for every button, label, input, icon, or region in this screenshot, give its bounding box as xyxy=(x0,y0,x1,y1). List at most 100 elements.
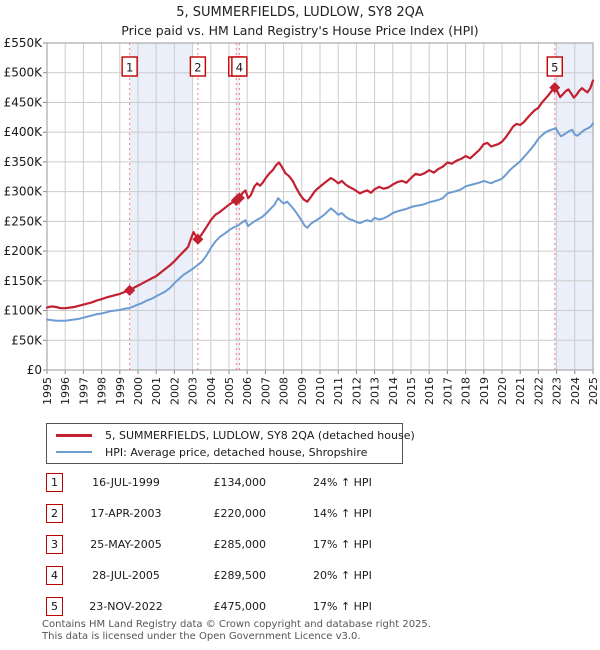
svg-text:5: 5 xyxy=(551,61,558,75)
svg-text:2001: 2001 xyxy=(150,377,163,405)
sale-number-box-5: 5 xyxy=(546,56,563,77)
svg-text:2024: 2024 xyxy=(569,377,582,405)
sale-hpi-delta: 24% ↑ HPI xyxy=(313,476,372,489)
hpi-line-swatch xyxy=(56,451,92,453)
sale-price: £285,000 xyxy=(213,538,267,551)
sale-number-box-1: 1 xyxy=(121,56,138,77)
svg-text:2018: 2018 xyxy=(460,377,473,405)
svg-text:£300K: £300K xyxy=(4,185,44,199)
sale-number-box-2: 2 xyxy=(189,56,207,77)
price-paid-line xyxy=(45,79,595,310)
sale-price: £289,500 xyxy=(213,569,267,582)
sale-number-boxes: 12345 xyxy=(121,56,563,77)
hpi-line xyxy=(46,122,594,322)
svg-text:£350K: £350K xyxy=(4,155,44,169)
page-title: 5, SUMMERFIELDS, LUDLOW, SY8 2QA xyxy=(176,5,424,20)
sale-price: £220,000 xyxy=(213,507,267,520)
table-row: 3 25-MAY-2005 £285,000 17% ↑ HPI xyxy=(46,535,566,566)
table-row: 5 23-NOV-2022 £475,000 17% ↑ HPI xyxy=(46,597,566,628)
svg-text:2010: 2010 xyxy=(314,377,327,405)
svg-text:2003: 2003 xyxy=(187,377,200,405)
svg-text:1: 1 xyxy=(126,61,133,75)
svg-text:2016: 2016 xyxy=(423,377,436,405)
svg-text:2025: 2025 xyxy=(587,377,600,405)
svg-text:2007: 2007 xyxy=(259,377,272,405)
sale-number-badge: 5 xyxy=(46,597,63,616)
table-row: 4 28-JUL-2005 £289,500 20% ↑ HPI xyxy=(46,566,566,597)
svg-text:£200K: £200K xyxy=(4,244,44,258)
table-row: 2 17-APR-2003 £220,000 14% ↑ HPI xyxy=(46,504,566,535)
svg-text:2020: 2020 xyxy=(496,377,509,405)
svg-text:£450K: £450K xyxy=(4,95,44,109)
ownership-bands xyxy=(129,43,593,370)
license-footer: Contains HM Land Registry data © Crown c… xyxy=(42,619,431,642)
svg-text:2012: 2012 xyxy=(350,377,363,405)
svg-text:1998: 1998 xyxy=(96,377,109,405)
sale-number-box-4: 4 xyxy=(231,56,248,77)
svg-text:£400K: £400K xyxy=(4,125,44,139)
sale-date: 17-APR-2003 xyxy=(90,507,162,520)
footer-line-1: Contains HM Land Registry data © Crown c… xyxy=(42,619,431,630)
svg-text:2: 2 xyxy=(194,61,201,75)
svg-text:£150K: £150K xyxy=(4,274,44,288)
sale-date: 23-NOV-2022 xyxy=(89,600,163,613)
svg-text:2006: 2006 xyxy=(241,377,254,405)
svg-text:£250K: £250K xyxy=(4,214,44,228)
svg-text:£100K: £100K xyxy=(4,304,44,318)
sale-price: £134,000 xyxy=(213,476,267,489)
svg-text:1996: 1996 xyxy=(59,377,72,405)
svg-text:2017: 2017 xyxy=(441,377,454,405)
legend-label: HPI: Average price, detached house, Shro… xyxy=(105,445,368,459)
legend-label: 5, SUMMERFIELDS, LUDLOW, SY8 2QA (detach… xyxy=(105,428,415,442)
svg-text:2005: 2005 xyxy=(223,377,236,405)
svg-text:£550K: £550K xyxy=(4,36,44,50)
svg-text:2009: 2009 xyxy=(296,377,309,405)
svg-text:2014: 2014 xyxy=(387,377,400,405)
svg-text:2019: 2019 xyxy=(478,377,491,405)
svg-text:1995: 1995 xyxy=(41,377,54,405)
sale-price: £475,000 xyxy=(213,600,267,613)
svg-text:2002: 2002 xyxy=(168,377,181,405)
page-subtitle: Price paid vs. HM Land Registry's House … xyxy=(121,23,479,38)
svg-text:£500K: £500K xyxy=(4,66,44,80)
sale-number-badge: 3 xyxy=(46,535,63,554)
table-row: 1 16-JUL-1999 £134,000 24% ↑ HPI xyxy=(46,473,566,504)
chart-legend: 5, SUMMERFIELDS, LUDLOW, SY8 2QA (detach… xyxy=(46,423,415,464)
svg-text:2021: 2021 xyxy=(514,377,527,405)
sale-hpi-delta: 14% ↑ HPI xyxy=(313,507,372,520)
sale-hpi-delta: 20% ↑ HPI xyxy=(313,569,372,582)
svg-text:1997: 1997 xyxy=(77,377,90,405)
sale-date-lines xyxy=(129,43,556,370)
sales-table: 1 16-JUL-1999 £134,000 24% ↑ HPI 2 17-AP… xyxy=(46,473,566,628)
sale-date: 16-JUL-1999 xyxy=(92,476,160,489)
sale-date: 28-JUL-2005 xyxy=(92,569,160,582)
price-history-chart: £550K £500K £450K £400K £350K £300K £250K £200K… xyxy=(4,36,600,405)
svg-text:2013: 2013 xyxy=(369,377,382,405)
footer-line-2: This data is licensed under the Open Gov… xyxy=(42,630,361,642)
svg-text:1999: 1999 xyxy=(114,377,127,405)
plot-border xyxy=(46,42,594,371)
svg-text:2000: 2000 xyxy=(132,377,145,405)
sale-markers xyxy=(124,82,561,296)
svg-text:2015: 2015 xyxy=(405,377,418,405)
svg-text:4: 4 xyxy=(236,61,243,75)
svg-text:2008: 2008 xyxy=(278,377,291,405)
sale-hpi-delta: 17% ↑ HPI xyxy=(313,600,372,613)
svg-text:2023: 2023 xyxy=(551,377,564,405)
legend-entry-price-paid: 5, SUMMERFIELDS, LUDLOW, SY8 2QA (detach… xyxy=(47,427,415,443)
sale-number-badge: 1 xyxy=(46,473,63,492)
sale-hpi-delta: 17% ↑ HPI xyxy=(313,538,372,551)
sale-date: 25-MAY-2005 xyxy=(90,538,162,551)
grid-lines xyxy=(43,42,594,374)
legend-entry-hpi: HPI: Average price, detached house, Shro… xyxy=(47,444,402,460)
svg-text:2004: 2004 xyxy=(205,377,218,405)
x-axis-labels: 1995 1996 1997 1998 1999 2000 2001 2002 2003 2004… xyxy=(41,377,600,405)
svg-text:2022: 2022 xyxy=(532,377,545,405)
price-paid-line-swatch xyxy=(56,433,92,437)
svg-text:£50K: £50K xyxy=(11,333,43,347)
svg-text:2011: 2011 xyxy=(332,377,345,405)
y-axis-labels: £550K £500K £450K £400K £350K £300K £250K £200K… xyxy=(4,36,44,377)
sale-number-badge: 4 xyxy=(46,566,63,585)
svg-text:£0: £0 xyxy=(27,363,42,377)
sale-number-badge: 2 xyxy=(46,504,63,523)
